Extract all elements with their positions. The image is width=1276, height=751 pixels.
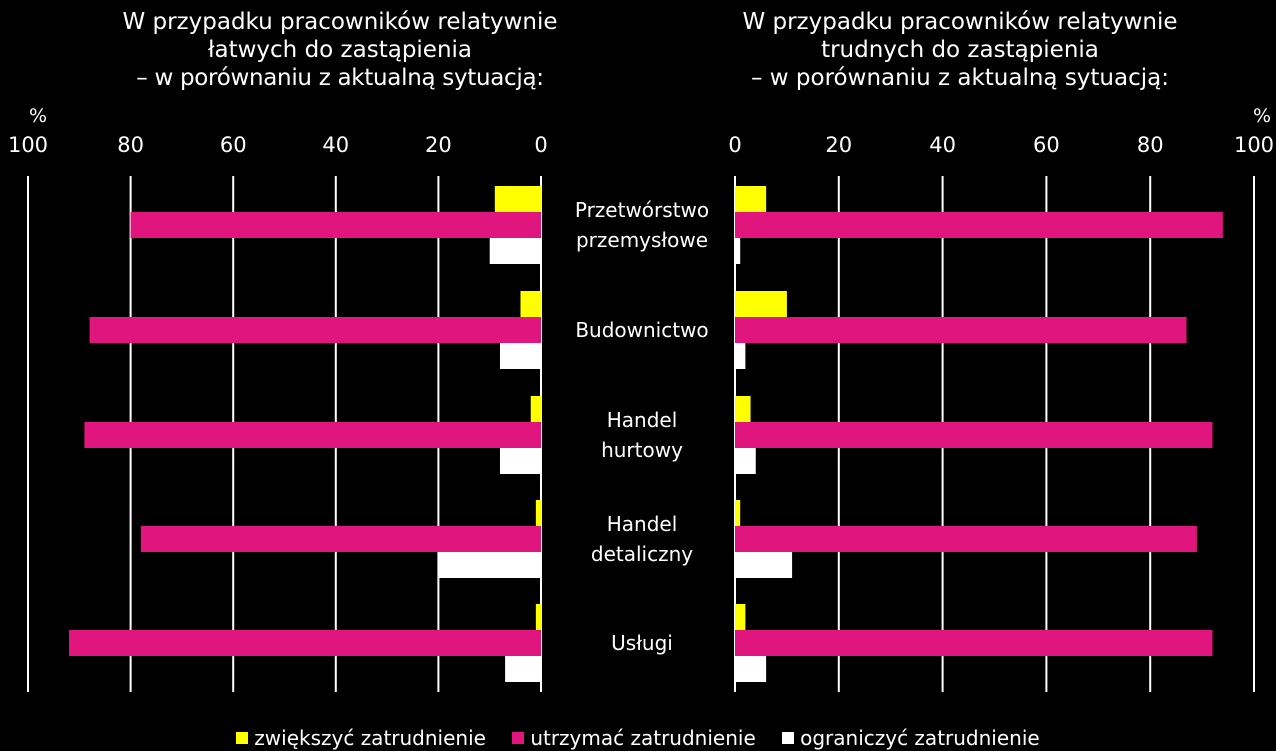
left-chart-title: W przypadku pracowników relatywnie łatwy… — [30, 8, 650, 92]
right-tick-label: 80 — [1137, 133, 1164, 157]
right-bar — [735, 186, 767, 212]
left-unit-label: % — [29, 105, 47, 127]
left-bar — [140, 526, 542, 552]
left-bar — [505, 656, 541, 682]
left-bar — [489, 238, 541, 264]
right-bar — [735, 291, 787, 317]
category-label: Budownictwo — [575, 318, 708, 342]
legend-swatch-increase — [236, 732, 249, 744]
category-label: przemysłowe — [576, 228, 708, 252]
legend-swatch-reduce — [782, 732, 795, 744]
left-bar — [89, 317, 541, 343]
right-tick-label: 40 — [929, 133, 956, 157]
category-label: detaliczny — [591, 542, 693, 566]
right-bar — [735, 448, 756, 474]
right-bar — [735, 396, 751, 422]
charts-canvas: 100 80 60 40 20 0% 0 20 40 60 80 100% Przetwórstwo… — [8, 105, 1274, 692]
right-tick-label: 0 — [728, 133, 741, 157]
legend-swatch-maintain — [512, 732, 525, 744]
right-unit-label: % — [1253, 105, 1271, 127]
right-bar — [735, 317, 1187, 343]
left-bar — [520, 291, 541, 317]
left-bar — [438, 552, 541, 578]
category-label: hurtowy — [601, 438, 683, 462]
category-label: Handel — [607, 408, 678, 432]
left-tick-label: 40 — [322, 133, 349, 157]
right-title-line: – w porównaniu z aktualną sytuacją: — [751, 65, 1169, 91]
legend-label-maintain: utrzymać zatrudnienie — [530, 726, 756, 750]
right-bar — [735, 343, 746, 369]
left-tick-label: 60 — [220, 133, 247, 157]
left-tick-label: 0 — [534, 133, 547, 157]
category-label: Usługi — [611, 631, 673, 655]
right-title-line: W przypadku pracowników relatywnie — [742, 9, 1178, 35]
category-label: Przetwórstwo — [575, 198, 709, 222]
right-chart-title: W przypadku pracowników relatywnie trudn… — [680, 8, 1240, 92]
left-bar — [69, 630, 541, 656]
right-bar — [735, 630, 1213, 656]
left-bar — [499, 343, 541, 369]
right-bar-chart: 0 20 40 60 80 100% — [728, 105, 1274, 692]
left-tick-label: 20 — [425, 133, 452, 157]
left-bar — [535, 604, 541, 630]
legend-item: zwiększyć zatrudnienie — [236, 726, 486, 750]
right-bar — [735, 656, 767, 682]
right-bar — [735, 422, 1213, 448]
left-bar — [499, 448, 541, 474]
left-tick-label: 100 — [8, 133, 48, 157]
left-bar-chart: 100 80 60 40 20 0% — [8, 105, 548, 692]
category-labels: Przetwórstwo przemysłowe Budownictwo Handel… — [575, 198, 709, 655]
right-bar — [735, 500, 741, 526]
right-bar — [735, 238, 741, 264]
right-tick-label: 100 — [1234, 133, 1274, 157]
left-bar — [130, 212, 541, 238]
legend-label-increase: zwiększyć zatrudnienie — [254, 726, 486, 750]
legend-label-reduce: ograniczyć zatrudnienie — [800, 726, 1040, 750]
left-bar — [84, 422, 542, 448]
category-label: Handel — [607, 512, 678, 536]
left-bar — [530, 396, 541, 422]
left-title-line: – w porównaniu z aktualną sytuacją: — [136, 65, 544, 91]
right-tick-label: 20 — [825, 133, 852, 157]
right-title-line: trudnych do zastąpienia — [821, 37, 1099, 63]
right-bar — [735, 604, 746, 630]
left-title-line: łatwych do zastąpienia — [207, 37, 473, 63]
right-tick-label: 60 — [1033, 133, 1060, 157]
legend-item: utrzymać zatrudnienie — [512, 726, 756, 750]
legend-item: ograniczyć zatrudnienie — [782, 726, 1040, 750]
right-bar — [735, 526, 1197, 552]
left-title-line: W przypadku pracowników relatywnie — [122, 9, 558, 35]
left-tick-label: 80 — [117, 133, 144, 157]
right-bar — [735, 212, 1223, 238]
left-bar — [494, 186, 541, 212]
legend: zwiększyć zatrudnienie utrzymać zatrudni… — [0, 726, 1276, 750]
right-bar — [735, 552, 793, 578]
left-bar — [535, 500, 541, 526]
